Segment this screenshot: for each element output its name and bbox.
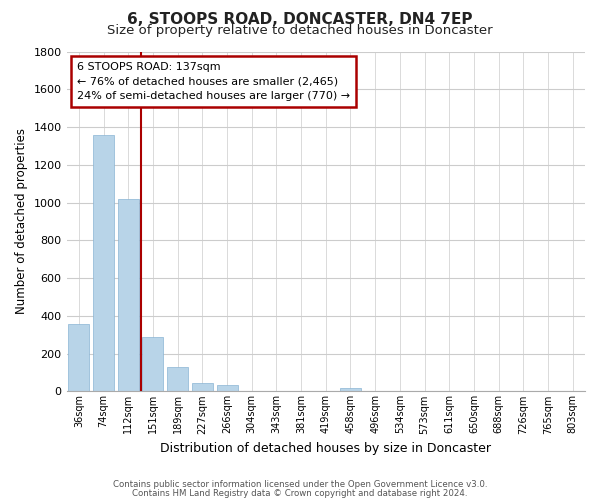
- Text: 6, STOOPS ROAD, DONCASTER, DN4 7EP: 6, STOOPS ROAD, DONCASTER, DN4 7EP: [127, 12, 473, 28]
- Bar: [340, 388, 361, 392]
- Bar: [118, 199, 139, 392]
- Text: 6 STOOPS ROAD: 137sqm
← 76% of detached houses are smaller (2,465)
24% of semi-d: 6 STOOPS ROAD: 137sqm ← 76% of detached …: [77, 62, 350, 102]
- Text: Size of property relative to detached houses in Doncaster: Size of property relative to detached ho…: [107, 24, 493, 37]
- Bar: [167, 367, 188, 392]
- X-axis label: Distribution of detached houses by size in Doncaster: Distribution of detached houses by size …: [160, 442, 491, 455]
- Bar: [217, 385, 238, 392]
- Bar: [142, 336, 163, 392]
- Bar: [93, 134, 114, 392]
- Text: Contains public sector information licensed under the Open Government Licence v3: Contains public sector information licen…: [113, 480, 487, 489]
- Text: Contains HM Land Registry data © Crown copyright and database right 2024.: Contains HM Land Registry data © Crown c…: [132, 489, 468, 498]
- Bar: [68, 324, 89, 392]
- Bar: [192, 383, 213, 392]
- Y-axis label: Number of detached properties: Number of detached properties: [15, 128, 28, 314]
